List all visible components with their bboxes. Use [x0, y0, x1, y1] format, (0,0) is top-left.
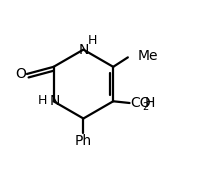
Text: CO: CO — [131, 96, 151, 110]
Text: N: N — [78, 43, 89, 57]
Text: O: O — [15, 67, 26, 81]
Text: H: H — [145, 96, 155, 110]
Text: N: N — [49, 94, 60, 108]
Text: Ph: Ph — [75, 134, 92, 148]
Text: 2: 2 — [142, 102, 148, 112]
Text: H: H — [38, 94, 47, 107]
Text: H: H — [88, 34, 98, 47]
Text: Me: Me — [137, 49, 158, 63]
